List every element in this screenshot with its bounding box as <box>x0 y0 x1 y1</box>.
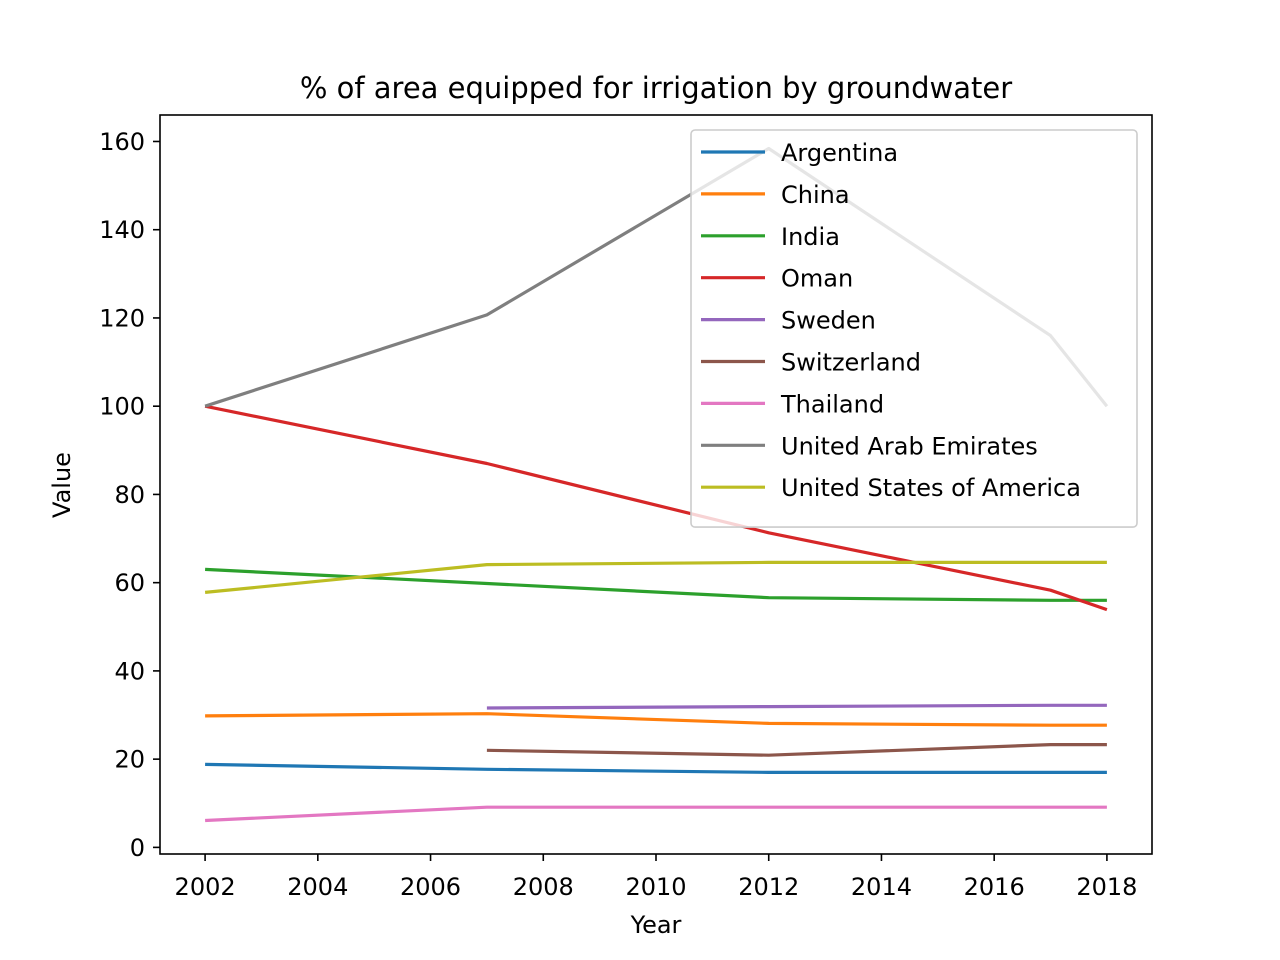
y-tick-label: 100 <box>99 393 145 421</box>
x-tick-label: 2004 <box>287 873 348 901</box>
series-line-argentina <box>205 762 1107 775</box>
legend: Argentina China India Oman Sweden Switzerland… <box>690 129 1138 528</box>
legend-label: United Arab Emirates <box>781 432 1038 460</box>
series-line-united-states-of-america <box>204 560 1107 594</box>
plot-lines <box>204 146 1109 823</box>
x-axis: 2002 2004 2006 2008 2010 2012 2014 2016 2018 <box>175 854 1137 901</box>
series-line-oman <box>204 404 1108 612</box>
series-line-sweden <box>486 703 1107 710</box>
y-tick-label: 0 <box>130 834 145 862</box>
x-tick-label: 2006 <box>400 873 461 901</box>
legend-label: Oman <box>781 265 853 293</box>
x-tick-label: 2008 <box>513 873 574 901</box>
y-tick-label: 60 <box>114 569 145 597</box>
y-tick-label: 40 <box>114 657 145 685</box>
y-axis-title: Value <box>48 452 76 518</box>
series-line-india <box>205 567 1107 602</box>
x-tick-label: 2002 <box>175 873 236 901</box>
y-tick-label: 120 <box>99 304 145 332</box>
legend-label: United States of America <box>781 474 1081 502</box>
legend-label: Thailand <box>780 390 884 418</box>
y-tick-label: 20 <box>114 746 145 774</box>
legend-label: Argentina <box>781 139 898 167</box>
x-axis-title: Year <box>630 911 682 939</box>
legend-label: China <box>781 181 850 209</box>
x-tick-label: 2014 <box>851 873 912 901</box>
legend-label: Sweden <box>781 307 876 335</box>
legend-label: India <box>781 223 840 251</box>
x-tick-label: 2018 <box>1076 873 1137 901</box>
legend-box <box>690 129 1138 528</box>
y-tick-label: 80 <box>114 481 145 509</box>
x-tick-label: 2010 <box>625 873 686 901</box>
legend-label: Switzerland <box>781 349 921 377</box>
chart-title: % of area equipped for irrigation by gro… <box>300 71 1012 105</box>
y-tick-label: 140 <box>99 216 145 244</box>
series-line-switzerland <box>486 742 1107 757</box>
y-tick-label: 160 <box>99 128 145 156</box>
x-tick-label: 2012 <box>738 873 799 901</box>
y-axis: 0 20 40 60 80 100 120 140 160 <box>99 128 160 862</box>
x-tick-label: 2016 <box>964 873 1025 901</box>
series-line-china <box>205 712 1107 727</box>
series-line-thailand <box>205 805 1107 823</box>
